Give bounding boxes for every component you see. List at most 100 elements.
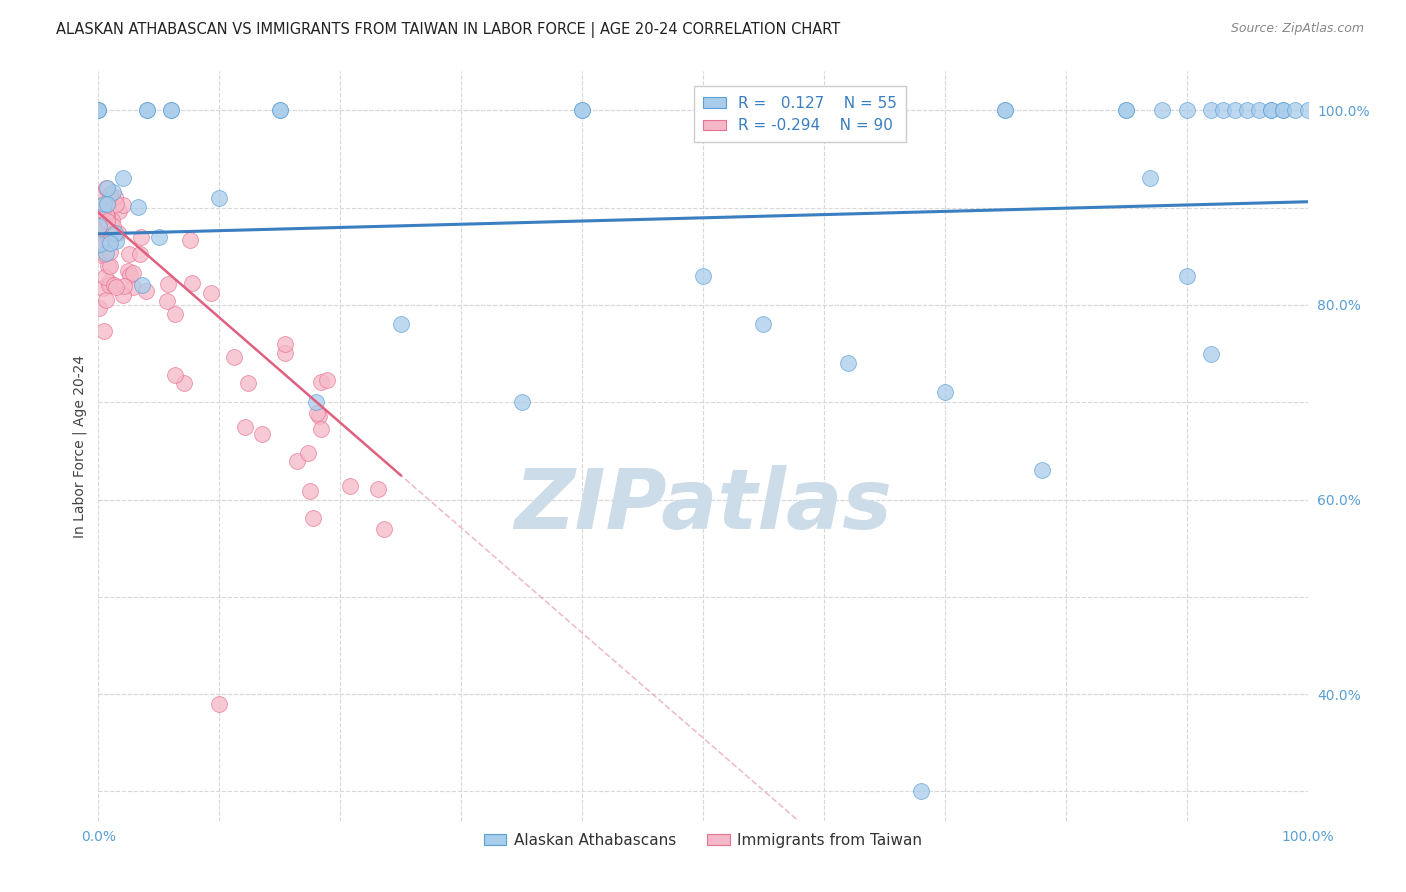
Point bbox=[389, 318, 412, 332]
Point bbox=[269, 103, 291, 118]
Point bbox=[111, 171, 134, 186]
Point bbox=[89, 222, 111, 236]
Point bbox=[236, 376, 259, 390]
Point bbox=[200, 285, 222, 300]
Point bbox=[1139, 171, 1161, 186]
Point bbox=[285, 454, 308, 468]
Point bbox=[90, 248, 112, 262]
Point bbox=[90, 231, 112, 245]
Point bbox=[910, 784, 932, 798]
Point bbox=[91, 202, 114, 217]
Point bbox=[87, 238, 110, 252]
Point bbox=[160, 103, 183, 118]
Point bbox=[98, 234, 121, 248]
Point bbox=[1236, 103, 1258, 118]
Point bbox=[87, 103, 110, 118]
Point bbox=[131, 278, 153, 293]
Point bbox=[1212, 103, 1234, 118]
Point bbox=[179, 233, 201, 247]
Point bbox=[98, 244, 121, 259]
Point bbox=[122, 266, 145, 280]
Point bbox=[98, 187, 121, 202]
Point bbox=[269, 103, 291, 118]
Point bbox=[127, 200, 149, 214]
Point bbox=[510, 395, 533, 409]
Point bbox=[160, 103, 183, 118]
Point bbox=[181, 277, 204, 291]
Point bbox=[89, 244, 111, 259]
Point bbox=[311, 375, 333, 389]
Point bbox=[89, 215, 111, 229]
Point bbox=[309, 422, 332, 436]
Point bbox=[222, 350, 245, 364]
Point bbox=[98, 277, 121, 292]
Point bbox=[101, 225, 124, 239]
Legend: Alaskan Athabascans, Immigrants from Taiwan: Alaskan Athabascans, Immigrants from Tai… bbox=[478, 827, 928, 855]
Point bbox=[165, 307, 187, 321]
Point bbox=[96, 180, 118, 194]
Point bbox=[103, 226, 125, 240]
Point bbox=[305, 406, 328, 420]
Point bbox=[94, 221, 117, 235]
Point bbox=[308, 409, 330, 423]
Point bbox=[104, 280, 127, 294]
Point bbox=[233, 420, 256, 434]
Point bbox=[101, 213, 124, 227]
Point bbox=[121, 280, 143, 294]
Point bbox=[274, 336, 297, 351]
Point bbox=[692, 268, 714, 283]
Point bbox=[1284, 103, 1306, 118]
Point bbox=[112, 288, 135, 302]
Point bbox=[934, 385, 956, 400]
Point bbox=[837, 356, 859, 370]
Point bbox=[94, 207, 117, 221]
Point bbox=[367, 482, 389, 496]
Point bbox=[157, 277, 180, 291]
Point bbox=[129, 247, 152, 261]
Point bbox=[994, 103, 1017, 118]
Point bbox=[89, 218, 111, 232]
Point bbox=[208, 191, 231, 205]
Point bbox=[148, 229, 170, 244]
Point bbox=[91, 207, 114, 221]
Point bbox=[100, 217, 122, 231]
Point bbox=[96, 214, 118, 228]
Point bbox=[87, 103, 110, 118]
Point bbox=[91, 243, 114, 257]
Point bbox=[1152, 103, 1174, 118]
Text: ZIPatlas: ZIPatlas bbox=[515, 466, 891, 547]
Point bbox=[87, 103, 110, 118]
Point bbox=[135, 103, 157, 118]
Point bbox=[100, 194, 122, 208]
Point bbox=[1199, 103, 1222, 118]
Point bbox=[101, 219, 124, 234]
Point bbox=[112, 278, 135, 293]
Point bbox=[1272, 103, 1295, 118]
Point bbox=[87, 219, 110, 234]
Point bbox=[1260, 103, 1282, 118]
Point bbox=[163, 368, 186, 382]
Point bbox=[89, 242, 111, 256]
Point bbox=[91, 281, 114, 295]
Point bbox=[87, 301, 110, 316]
Point bbox=[93, 197, 115, 211]
Point bbox=[1115, 103, 1137, 118]
Point bbox=[1260, 103, 1282, 118]
Point bbox=[1115, 103, 1137, 118]
Point bbox=[1031, 463, 1053, 477]
Point bbox=[117, 264, 139, 278]
Point bbox=[94, 293, 117, 308]
Point bbox=[98, 260, 121, 274]
Point bbox=[103, 278, 125, 293]
Point bbox=[305, 395, 328, 409]
Point bbox=[89, 186, 111, 201]
Text: ALASKAN ATHABASCAN VS IMMIGRANTS FROM TAIWAN IN LABOR FORCE | AGE 20-24 CORRELAT: ALASKAN ATHABASCAN VS IMMIGRANTS FROM TA… bbox=[56, 22, 841, 38]
Point bbox=[135, 103, 157, 118]
Point bbox=[98, 235, 121, 250]
Point bbox=[1223, 103, 1246, 118]
Point bbox=[89, 199, 111, 213]
Point bbox=[100, 190, 122, 204]
Point bbox=[173, 376, 195, 390]
Point bbox=[571, 103, 593, 118]
Point bbox=[93, 203, 115, 218]
